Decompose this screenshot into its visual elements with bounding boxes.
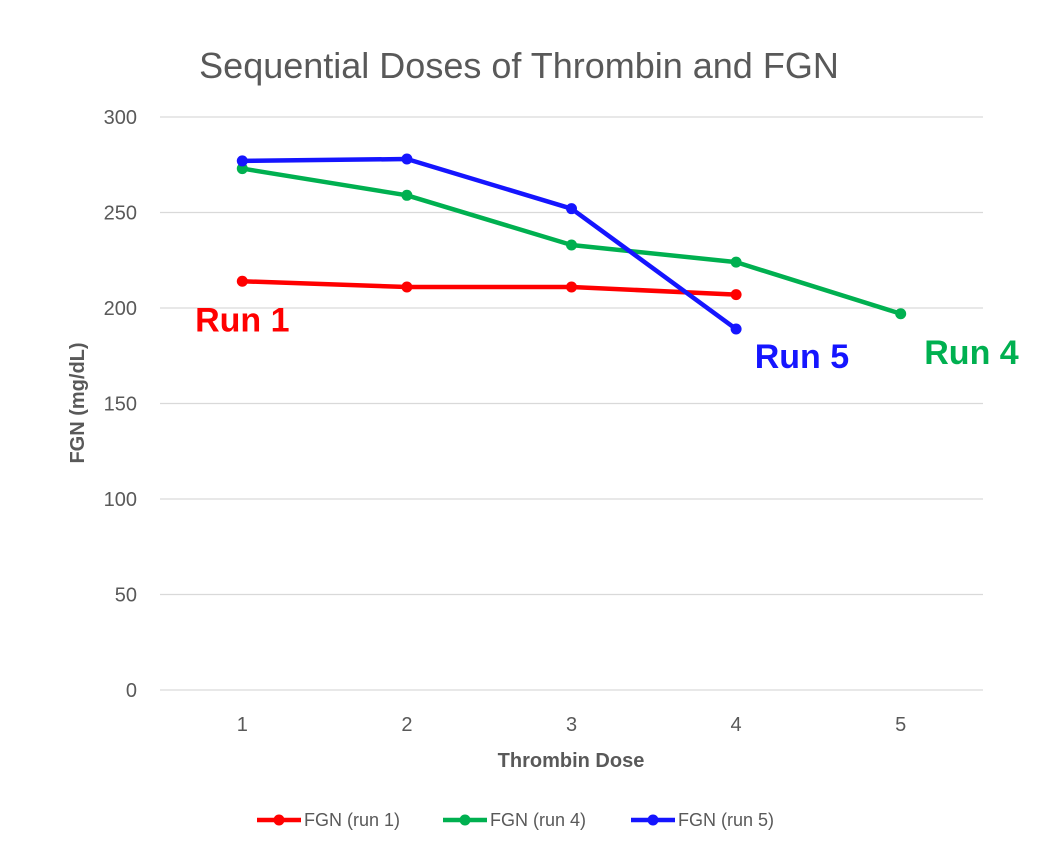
legend-label: FGN (run 5) [678, 810, 774, 830]
legend-label: FGN (run 1) [304, 810, 400, 830]
legend-swatch-marker [273, 814, 285, 826]
x-tick-label: 2 [401, 714, 412, 736]
data-point [401, 281, 413, 293]
data-point [730, 323, 742, 335]
data-point [566, 203, 577, 215]
data-point [401, 189, 413, 201]
legend-item: FGN (run 4) [443, 810, 586, 830]
data-point [730, 256, 742, 268]
series-line [240, 279, 739, 297]
data-point [236, 155, 248, 167]
data-point [401, 153, 413, 165]
x-axis-ticks: 1 2 3 4 5 [237, 714, 907, 736]
x-tick-label: 4 [731, 714, 742, 736]
data-point [566, 281, 577, 293]
legend-item: FGN (run 5) [631, 810, 774, 830]
legend-label: FGN (run 4) [490, 810, 586, 830]
y-tick-label: 300 [104, 107, 137, 129]
data-point [730, 289, 742, 301]
x-axis-title: Thrombin Dose [498, 750, 645, 772]
series-line [240, 156, 739, 332]
series-annotation: Run 5 [755, 338, 849, 376]
y-axis-title: FGN (mg/dL) [67, 342, 89, 463]
x-tick-label: 3 [566, 714, 577, 736]
data-point [895, 308, 907, 320]
series-annotation: Run 4 [924, 334, 1019, 372]
series-1 [236, 275, 742, 301]
series-3 [236, 153, 742, 335]
gridlines [160, 116, 983, 691]
chart-title: Sequential Doses of Thrombin and FGN [199, 45, 839, 86]
series-annotations: Run 1 Run 5 Run 4 [195, 301, 1019, 375]
legend-item: FGN (run 1) [257, 810, 400, 830]
series-2 [236, 163, 907, 320]
y-tick-label: 250 [104, 203, 137, 225]
legend-swatch-marker [647, 814, 659, 826]
y-axis-ticks: 0 50 100 150 200 250 300 [104, 107, 137, 702]
data-point [566, 239, 577, 251]
data-point [236, 163, 248, 175]
y-tick-label: 100 [104, 489, 137, 511]
y-tick-label: 200 [104, 298, 137, 320]
series-annotation: Run 1 [195, 301, 289, 339]
x-tick-label: 1 [237, 714, 248, 736]
legend-swatch-marker [459, 814, 471, 826]
y-tick-label: 150 [104, 394, 137, 416]
y-tick-label: 0 [126, 680, 137, 702]
x-tick-label: 5 [895, 714, 906, 736]
y-tick-label: 50 [115, 585, 137, 607]
series-lines [236, 153, 907, 335]
data-point [236, 275, 248, 287]
legend: FGN (run 1) FGN (run 4) FGN (run 5) [257, 810, 774, 830]
